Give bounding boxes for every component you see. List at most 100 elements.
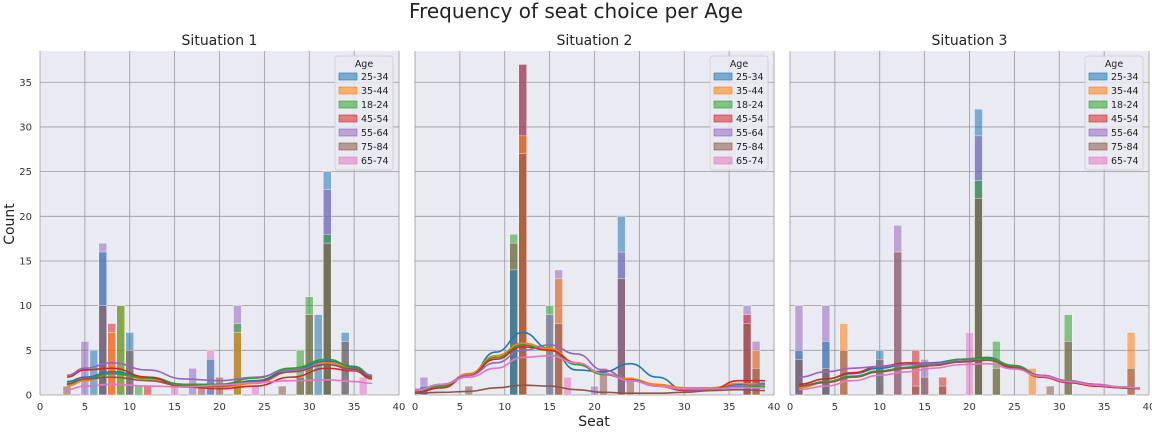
- legend-label-35-44: 35-44: [361, 86, 389, 97]
- histogram-bar-75-84: [974, 198, 983, 396]
- kde-curve-65-74: [414, 354, 766, 392]
- legend-label-25-34: 25-34: [736, 72, 764, 83]
- panel-3: Situation 3 0 5 10 15 20 25 30 35 40 Age 25-34 35-44…: [787, 33, 1152, 413]
- histogram-bar-75-84: [296, 376, 305, 396]
- legend-label-65-74: 65-74: [361, 156, 389, 167]
- y-axis-label: Count: [2, 203, 18, 245]
- panel-1: Situation 1 0 5 10 15 20 25 30 35 40 0 5 10 15 20 25 30 3…: [19, 33, 405, 413]
- histogram-bar-25-34: [206, 359, 215, 396]
- legend-swatch-75-84: [713, 142, 733, 151]
- histogram-bar-75-84: [751, 367, 761, 396]
- x-tick-label: 40: [393, 402, 406, 413]
- x-tick-label: 25: [258, 402, 271, 413]
- legend-swatch-45-54: [338, 114, 358, 123]
- x-axis-label: Seat: [578, 414, 610, 430]
- legend-label-55-64: 55-64: [361, 128, 389, 139]
- histogram-bar-75-84: [464, 385, 474, 396]
- legend-swatch-35-44: [1088, 86, 1108, 95]
- legend-label-75-84: 75-84: [361, 142, 389, 153]
- legend-box: [1084, 55, 1144, 171]
- y-tick-label: 0: [26, 391, 32, 402]
- legend-swatch-65-74: [338, 156, 358, 165]
- x-tick-label: 10: [498, 402, 511, 413]
- x-tick-label: 15: [168, 402, 181, 413]
- kde-curve-45-54: [66, 367, 373, 390]
- legend-label-45-54: 45-54: [736, 114, 764, 125]
- histogram-bar-75-84: [305, 314, 314, 396]
- panel-title: Situation 3: [932, 33, 1008, 49]
- legend: Age 25-34 35-44 18-24 45-54 55-64 75-84 65-74: [334, 55, 394, 171]
- histogram-bar-75-84: [938, 385, 947, 396]
- x-tick-label: 40: [768, 402, 781, 413]
- histogram-bar-55-64: [188, 367, 197, 396]
- histogram-bar-65-74: [358, 376, 368, 396]
- legend: Age 25-34 35-44 18-24 45-54 55-64 75-84 65-74: [1084, 55, 1144, 171]
- histogram-bar-65-74: [251, 385, 260, 396]
- kde-curve-75-84: [414, 384, 766, 395]
- kde-curve-55-64: [414, 344, 766, 391]
- y-tick-label: 10: [19, 301, 32, 312]
- x-tick-label: 15: [543, 402, 556, 413]
- legend-swatch-45-54: [713, 114, 733, 123]
- histogram-bar-18-24: [134, 385, 143, 396]
- legend-swatch-35-44: [338, 86, 358, 95]
- x-tick-label: 10: [873, 402, 886, 413]
- legend-swatch-65-74: [713, 156, 733, 165]
- legend-label-35-44: 35-44: [736, 86, 764, 97]
- histogram-bar-75-84: [911, 385, 920, 396]
- histogram-bar-35-44: [1028, 367, 1037, 396]
- legend-swatch-35-44: [713, 86, 733, 95]
- histogram-bar-25-34: [509, 269, 518, 396]
- histogram-bar-75-84: [617, 278, 626, 396]
- legend-title: Age: [730, 59, 749, 70]
- legend-title: Age: [1105, 59, 1124, 70]
- legend-label-75-84: 75-84: [1111, 142, 1139, 153]
- legend-swatch-55-64: [338, 128, 358, 137]
- histogram-bar-75-84: [1046, 385, 1055, 396]
- x-tick-label: 30: [1053, 402, 1066, 413]
- x-tick-label: 20: [213, 402, 226, 413]
- y-tick-label: 25: [19, 167, 32, 178]
- histogram-bar-55-64: [545, 314, 554, 396]
- legend-label-45-54: 45-54: [1111, 114, 1139, 125]
- histogram-bar-75-84: [1126, 367, 1136, 396]
- histogram-bar-25-34: [89, 350, 99, 396]
- histogram-bar-75-84: [518, 153, 527, 396]
- y-tick-label: 35: [19, 78, 32, 89]
- x-tick-label: 5: [832, 402, 838, 413]
- legend-swatch-55-64: [713, 128, 733, 137]
- x-tick-label: 5: [457, 402, 463, 413]
- legend-swatch-25-34: [338, 72, 358, 81]
- histogram-bar-65-74: [563, 376, 572, 396]
- kde-curve-65-74: [798, 362, 1141, 391]
- histogram-bar-35-44: [233, 332, 242, 396]
- histogram-bar-75-84: [599, 367, 608, 396]
- legend-label-45-54: 45-54: [361, 114, 389, 125]
- legend-swatch-45-54: [1088, 114, 1108, 123]
- chart-title: Frequency of seat choice per Age: [409, 0, 743, 23]
- x-tick-label: 0: [787, 402, 793, 413]
- legend-label-65-74: 65-74: [736, 156, 764, 167]
- histogram-bar-75-84: [98, 305, 108, 396]
- legend-label-25-34: 25-34: [361, 72, 389, 83]
- legend-label-75-84: 75-84: [736, 142, 764, 153]
- histogram-bar-75-84: [893, 251, 902, 396]
- histogram-bar-75-84: [278, 385, 287, 396]
- histogram-bar-25-34: [314, 314, 323, 396]
- histogram-bar-75-84: [742, 323, 752, 396]
- legend-swatch-18-24: [713, 100, 733, 109]
- x-tick-label: 40: [1143, 402, 1152, 413]
- legend-swatch-25-34: [1088, 72, 1108, 81]
- legend-swatch-18-24: [1088, 100, 1108, 109]
- y-tick-label: 30: [19, 122, 32, 133]
- kde-curve-65-74: [66, 379, 373, 391]
- y-tick-label: 15: [19, 256, 32, 267]
- panel-2: Situation 2 0 5 10 15 20 25 30 35 40 Age 25-34 35-44…: [412, 33, 781, 413]
- kde-curve-75-84: [66, 363, 373, 387]
- y-tick-label: 5: [26, 346, 32, 357]
- legend-label-18-24: 18-24: [736, 100, 764, 111]
- legend-box: [709, 55, 769, 171]
- x-tick-label: 30: [678, 402, 691, 413]
- legend-swatch-75-84: [1088, 142, 1108, 151]
